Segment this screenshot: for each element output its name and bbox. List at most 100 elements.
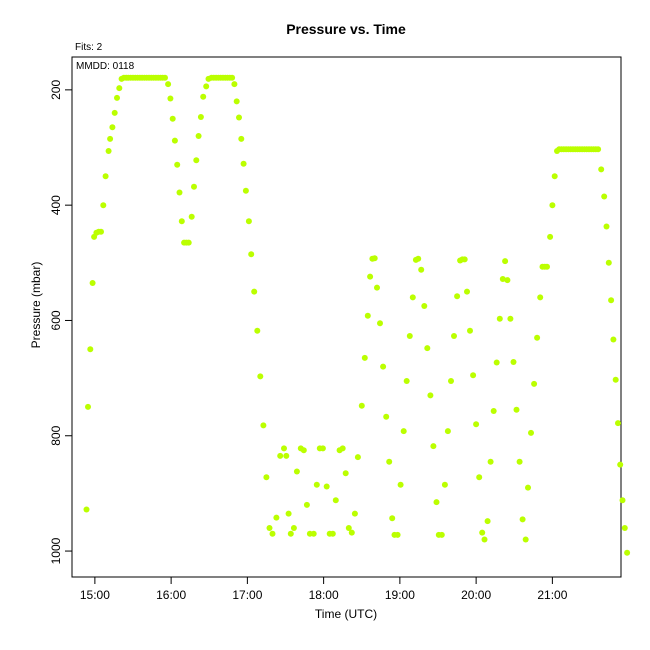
- data-point: [484, 518, 491, 525]
- data-point: [605, 259, 612, 266]
- data-point: [351, 510, 358, 517]
- data-point: [534, 334, 541, 341]
- data-point: [266, 525, 273, 531]
- data-point: [397, 481, 404, 488]
- data-point: [185, 239, 192, 246]
- data-point: [319, 445, 326, 452]
- data-point: [345, 525, 352, 531]
- data-point: [400, 428, 407, 435]
- data-point: [342, 470, 349, 477]
- data-point: [98, 228, 104, 235]
- data-point: [109, 124, 116, 131]
- data-point: [438, 531, 445, 538]
- data-point: [277, 452, 284, 459]
- data-point: [285, 510, 292, 517]
- data-point: [394, 531, 401, 538]
- y-tick-label: 600: [49, 310, 63, 330]
- data-point: [300, 447, 307, 454]
- y-tick-label: 800: [49, 425, 63, 445]
- data-point: [364, 312, 371, 319]
- data-point: [367, 273, 374, 280]
- data-point: [544, 263, 550, 270]
- data-point: [303, 501, 310, 508]
- chart-title: Pressure vs. Time: [286, 21, 406, 37]
- data-point: [105, 148, 112, 154]
- data-point: [116, 85, 123, 92]
- data-point: [551, 173, 558, 180]
- data-point: [197, 114, 204, 120]
- data-point: [374, 284, 380, 291]
- data-point: [254, 327, 261, 334]
- data-point: [473, 421, 480, 428]
- data-point: [339, 445, 346, 452]
- x-tick-label: 17:00: [232, 588, 262, 602]
- data-point: [329, 530, 336, 537]
- data-point: [193, 157, 200, 164]
- data-point: [549, 202, 556, 209]
- data-point: [377, 320, 383, 327]
- data-point: [162, 74, 168, 81]
- data-point: [487, 458, 494, 465]
- data-point: [281, 445, 287, 452]
- data-point: [89, 280, 96, 286]
- data-point: [403, 378, 410, 384]
- data-point: [619, 497, 626, 504]
- data-point: [269, 530, 276, 537]
- data-point: [231, 81, 238, 88]
- data-point: [257, 373, 264, 380]
- data-point: [102, 173, 109, 180]
- data-point: [421, 303, 428, 309]
- data-point: [418, 266, 425, 273]
- data-point: [236, 114, 242, 121]
- data-point: [191, 183, 197, 190]
- data-point: [83, 506, 90, 513]
- data-point: [427, 392, 434, 399]
- data-point: [493, 359, 500, 366]
- data-point: [610, 336, 617, 343]
- data-point: [165, 81, 172, 88]
- data-point: [424, 345, 431, 352]
- data-point: [595, 146, 602, 153]
- x-tick-label: 19:00: [385, 588, 415, 602]
- data-point: [617, 461, 624, 468]
- data-point: [200, 93, 207, 100]
- data-point: [169, 115, 176, 122]
- data-point: [615, 420, 621, 427]
- data-point: [87, 346, 94, 353]
- data-point: [522, 536, 529, 543]
- data-point: [537, 294, 544, 301]
- data-point: [621, 525, 628, 531]
- y-tick-label: 400: [49, 195, 63, 215]
- data-point: [451, 333, 457, 339]
- data-point: [171, 137, 178, 144]
- x-tick-label: 21:00: [537, 588, 567, 602]
- data-point: [358, 402, 365, 409]
- data-point: [176, 189, 183, 196]
- data-point: [467, 327, 473, 334]
- data-point: [507, 315, 514, 322]
- data-point: [361, 354, 368, 361]
- data-point: [525, 484, 531, 491]
- data-point: [510, 359, 517, 365]
- data-point: [528, 429, 534, 436]
- fits-label: Fits: 2: [75, 42, 103, 53]
- data-point: [313, 481, 320, 488]
- data-point: [188, 213, 195, 220]
- x-axis: 15:00 16:00 17:00 18:00 19:00 20:00 21:00: [80, 576, 568, 602]
- data-point: [251, 288, 258, 295]
- x-tick-label: 18:00: [309, 588, 339, 602]
- data-point: [601, 193, 608, 200]
- data-point: [386, 458, 393, 465]
- x-tick-label: 16:00: [156, 588, 186, 602]
- data-point: [415, 255, 422, 262]
- data-point: [293, 468, 300, 475]
- data-point: [430, 443, 437, 450]
- data-point: [504, 277, 511, 284]
- data-point: [481, 536, 488, 543]
- data-point: [470, 372, 477, 379]
- data-point: [238, 135, 245, 142]
- data-point: [380, 363, 387, 370]
- data-point: [409, 294, 416, 301]
